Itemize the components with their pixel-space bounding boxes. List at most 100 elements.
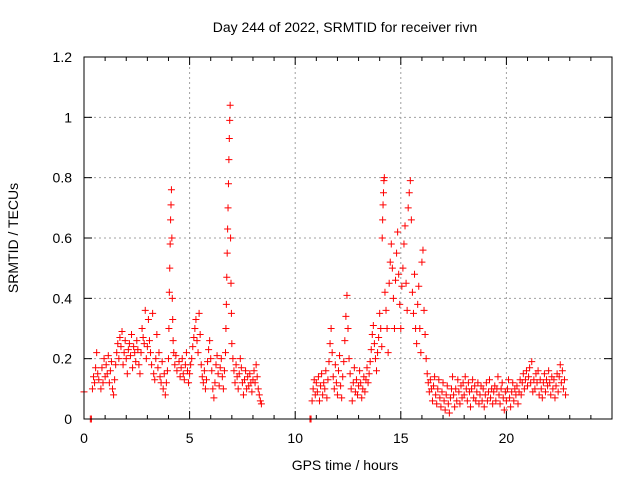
data-point	[341, 337, 349, 345]
data-point	[545, 367, 553, 375]
data-point	[513, 382, 521, 390]
data-point	[213, 352, 221, 360]
data-point	[500, 406, 508, 414]
data-point	[132, 358, 140, 366]
data-point	[503, 385, 511, 393]
data-point	[169, 315, 177, 323]
data-point	[211, 379, 219, 387]
data-point	[88, 385, 96, 393]
data-point	[387, 240, 395, 248]
data-point	[153, 331, 161, 339]
data-point	[253, 373, 261, 381]
data-point	[235, 370, 243, 378]
data-point	[176, 373, 184, 381]
data-point	[314, 373, 322, 381]
data-point	[437, 403, 445, 411]
data-point	[152, 355, 160, 363]
data-point	[404, 204, 412, 212]
data-point	[122, 355, 130, 363]
y-tick-label: 0.4	[53, 290, 73, 306]
data-point	[112, 361, 120, 369]
y-axis-label: SRMTID / TECUs	[5, 183, 21, 293]
data-point	[560, 376, 568, 384]
data-point	[115, 355, 123, 363]
data-point	[423, 370, 431, 378]
data-point	[473, 388, 481, 396]
data-point	[433, 400, 441, 408]
data-point	[250, 367, 258, 375]
data-point	[393, 249, 401, 257]
data-point	[384, 349, 392, 357]
data-point	[130, 343, 138, 351]
data-point	[331, 361, 339, 369]
data-point	[480, 403, 488, 411]
data-point	[428, 397, 436, 405]
data-point	[415, 282, 423, 290]
data-point	[522, 367, 530, 375]
data-point	[208, 367, 216, 375]
data-point	[156, 373, 164, 381]
data-point	[199, 379, 207, 387]
data-point	[144, 315, 152, 323]
data-point	[401, 222, 409, 230]
data-point	[482, 379, 490, 387]
data-point	[139, 334, 147, 342]
data-point	[392, 276, 400, 284]
data-point	[217, 355, 225, 363]
data-point	[121, 337, 129, 345]
data-point	[517, 391, 525, 399]
data-point	[255, 391, 263, 399]
plot-frame	[83, 56, 613, 420]
data-point	[349, 379, 357, 387]
data-point	[422, 355, 430, 363]
y-tick-label: 0.2	[53, 351, 73, 367]
data-point	[518, 379, 526, 387]
data-point	[227, 309, 235, 317]
data-point	[420, 306, 428, 314]
data-point	[525, 373, 533, 381]
data-point	[229, 355, 237, 363]
data-point	[531, 385, 539, 393]
data-point	[475, 400, 483, 408]
data-point	[380, 174, 388, 182]
data-point	[343, 291, 351, 299]
data-point	[538, 394, 546, 402]
data-point	[99, 379, 107, 387]
data-point	[207, 355, 215, 363]
data-point	[407, 216, 415, 224]
data-point	[309, 385, 317, 393]
data-point	[375, 334, 383, 342]
data-point	[385, 279, 393, 287]
data-point	[166, 264, 174, 272]
data-point	[193, 337, 201, 345]
data-point	[486, 376, 494, 384]
data-point	[216, 364, 224, 372]
data-point	[327, 325, 335, 332]
data-point	[198, 373, 206, 381]
data-point	[361, 388, 369, 396]
data-point	[379, 189, 387, 197]
data-point	[228, 340, 236, 348]
data-point	[509, 379, 517, 387]
data-point	[508, 388, 516, 396]
data-point	[135, 361, 143, 369]
data-point	[167, 186, 175, 194]
data-point	[256, 397, 264, 405]
chart-title: Day 244 of 2022, SRMTID for receiver riv…	[213, 19, 478, 35]
data-point	[402, 279, 410, 287]
data-point	[248, 388, 256, 396]
data-point	[474, 379, 482, 387]
data-point	[533, 379, 541, 387]
data-point	[315, 397, 323, 405]
data-point	[167, 216, 175, 224]
data-point	[93, 349, 101, 357]
data-point	[165, 288, 173, 296]
data-point	[160, 370, 168, 378]
data-point	[225, 134, 233, 142]
data-point	[408, 288, 416, 296]
data-point	[334, 367, 342, 375]
data-point	[205, 346, 213, 354]
data-point	[472, 397, 480, 405]
data-point	[357, 379, 365, 387]
data-point	[90, 373, 98, 381]
